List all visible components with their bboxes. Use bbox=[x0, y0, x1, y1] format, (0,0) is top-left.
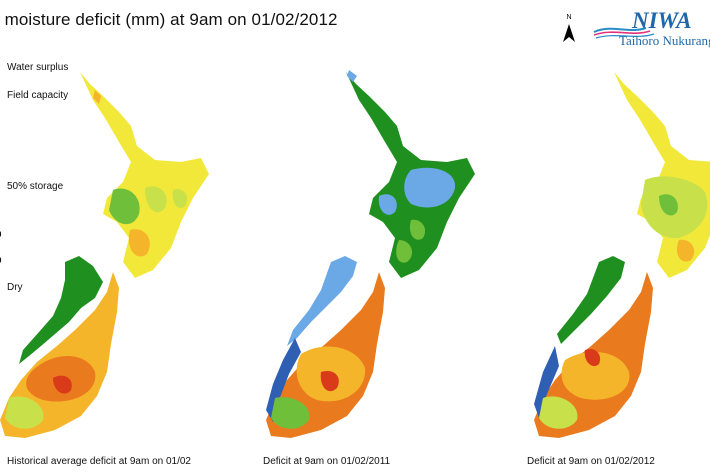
map-caption-average: Historical average deficit at 9am on 01/… bbox=[7, 456, 191, 467]
logo-subtitle: Taihoro Nukurang bbox=[619, 33, 710, 48]
legend-water-surplus: Water surplus bbox=[7, 62, 69, 73]
north-label: N bbox=[566, 14, 571, 21]
north-island bbox=[80, 72, 209, 278]
map-caption-2011: Deficit at 9am on 01/02/2011 bbox=[263, 456, 391, 467]
map-caption-2012: Deficit at 9am on 01/02/2012 bbox=[527, 456, 655, 467]
north-arrow-icon: N bbox=[563, 14, 575, 42]
logo-name: NIWA bbox=[631, 8, 692, 33]
legend-50-storage: 50% storage bbox=[7, 181, 64, 192]
south-island bbox=[534, 256, 653, 438]
legend-tick: 0 bbox=[0, 256, 1, 265]
legend-field-capacity: Field capacity bbox=[7, 90, 69, 101]
page-title: il moisture deficit (mm) at 9am on 01/02… bbox=[0, 10, 338, 29]
south-island bbox=[266, 256, 385, 438]
north-island bbox=[614, 72, 710, 278]
south-island bbox=[0, 256, 119, 438]
niwa-logo: NIWA bbox=[593, 8, 692, 39]
legend-dry: Dry bbox=[7, 282, 23, 293]
north-island bbox=[346, 70, 475, 278]
legend-tick: 0 bbox=[0, 230, 1, 239]
